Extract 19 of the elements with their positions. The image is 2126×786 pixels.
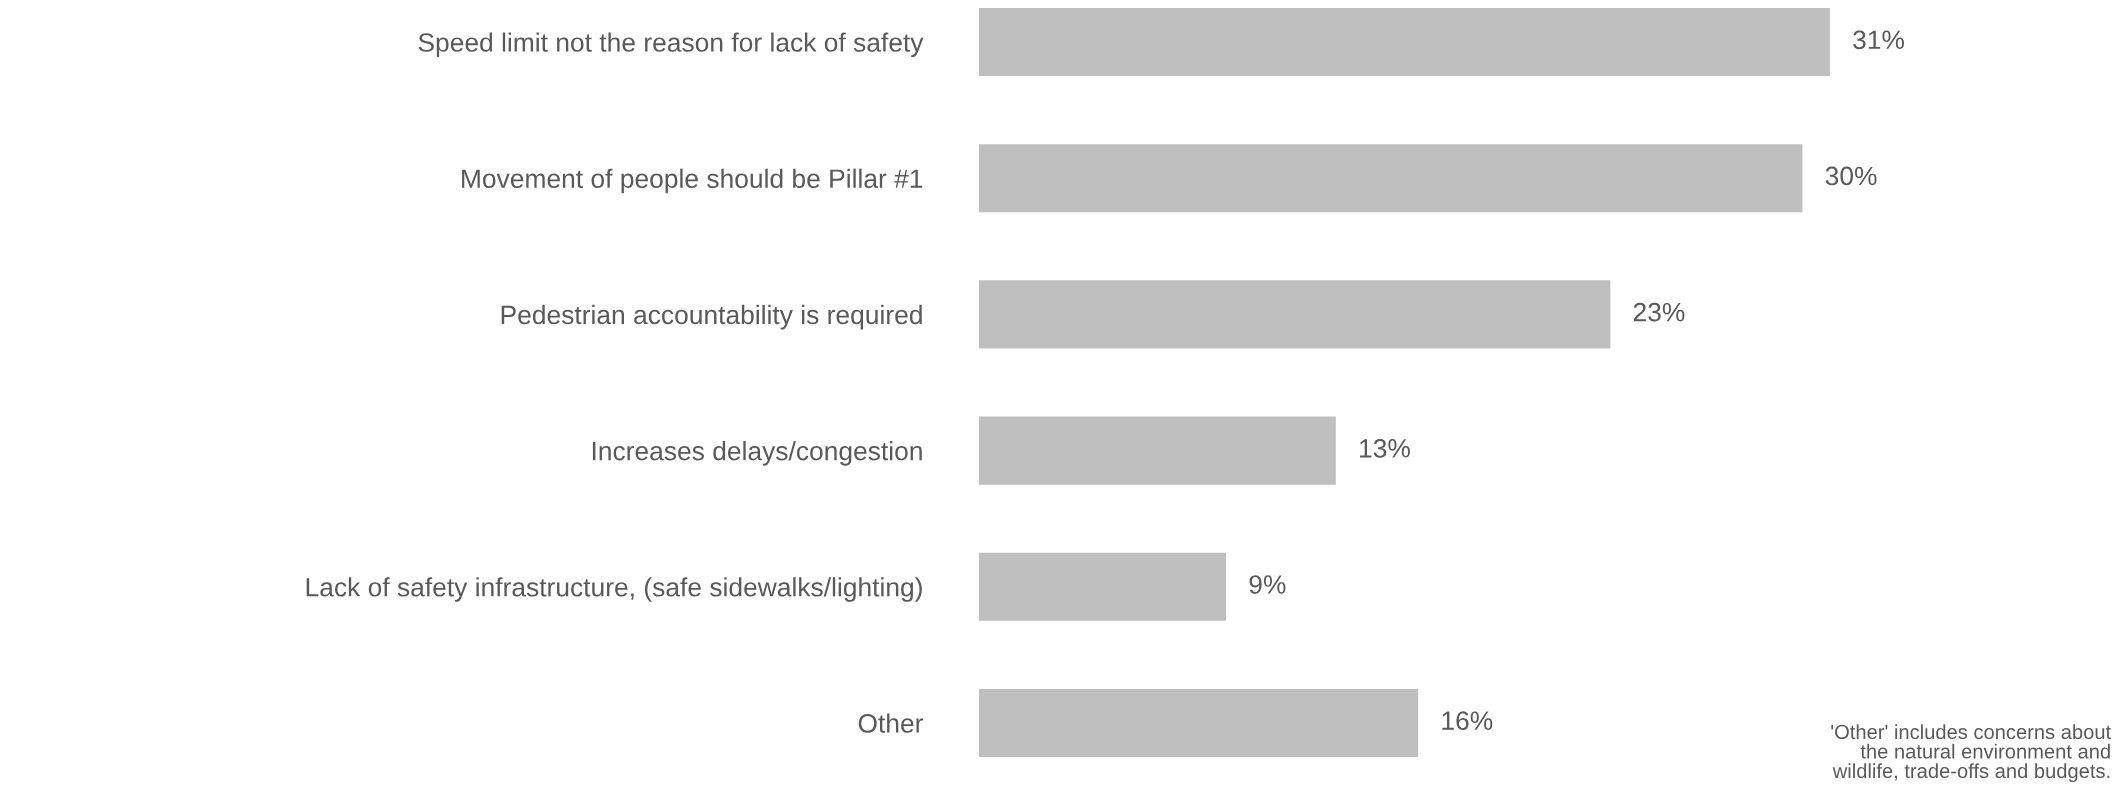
y-tick-label: Lack of safety infrastructure, (safe sidewalks/lighting) xyxy=(306,577,922,602)
data-label: 16% xyxy=(1442,711,1493,731)
text: 'Other' includes concerns about the natural environment and wildlife, trade-offs and budgets. xyxy=(1831,724,2111,783)
data-label: 31% xyxy=(1853,30,1904,50)
y-tick-label: Movement of people should be Pillar #1 xyxy=(462,168,923,194)
bar xyxy=(979,688,1419,757)
bar xyxy=(979,416,1336,485)
data-label: 13% xyxy=(1360,438,1410,458)
y-tick-label: Increases delays/congestion xyxy=(592,441,922,466)
data-label: 30% xyxy=(1825,166,1877,186)
bar xyxy=(979,8,1830,77)
bar xyxy=(979,552,1227,621)
data-label: 23% xyxy=(1633,302,1685,322)
data-label: 9% xyxy=(1249,575,1286,594)
bar xyxy=(979,280,1611,349)
y-tick-label: Other xyxy=(858,713,924,733)
bar xyxy=(979,144,1803,213)
y-tick-label: Pedestrian accountability is required xyxy=(501,304,922,330)
y-tick-label: Speed limit not the reason for lack of safety xyxy=(418,32,924,58)
